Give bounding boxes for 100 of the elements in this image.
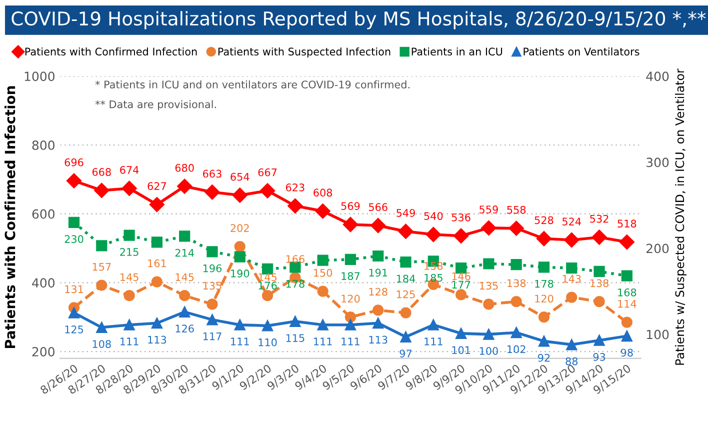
data-label: 146 xyxy=(452,272,470,280)
data-label: 92 xyxy=(538,354,550,362)
data-label: 102 xyxy=(508,345,526,354)
data-label: 145 xyxy=(120,273,138,282)
data-label: 532 xyxy=(590,214,608,223)
data-label: 528 xyxy=(534,216,554,224)
data-label: 558 xyxy=(507,206,526,214)
point xyxy=(151,276,162,288)
y-tick-label: 800 xyxy=(32,140,54,150)
data-label: 549 xyxy=(396,208,415,217)
data-label: 215 xyxy=(120,248,138,256)
data-label: 97 xyxy=(400,350,412,358)
point xyxy=(260,183,276,198)
data-label: 145 xyxy=(258,273,277,282)
data-label: 113 xyxy=(148,336,166,344)
data-label: 540 xyxy=(424,212,443,220)
point xyxy=(594,296,605,308)
point xyxy=(621,270,632,282)
point xyxy=(621,316,632,328)
point xyxy=(96,322,108,333)
y-tick-label: 600 xyxy=(32,209,54,219)
y-tick-label: 1000 xyxy=(24,72,54,82)
legend-label: Patients with Suspected Infection xyxy=(218,47,390,58)
point xyxy=(370,218,386,234)
data-label: 128 xyxy=(369,288,388,296)
point xyxy=(510,327,522,338)
point xyxy=(66,173,82,188)
data-label: 110 xyxy=(258,338,277,346)
point xyxy=(206,314,218,326)
point xyxy=(566,262,578,274)
data-label: 184 xyxy=(396,274,416,283)
point xyxy=(564,232,580,248)
data-label: 569 xyxy=(341,202,360,210)
data-label: 176 xyxy=(258,282,277,290)
data-label: 674 xyxy=(120,166,139,174)
data-label: 663 xyxy=(203,170,222,178)
point xyxy=(538,336,550,347)
point xyxy=(151,236,162,248)
point xyxy=(96,280,108,291)
point xyxy=(204,184,220,200)
data-label: 126 xyxy=(176,324,194,332)
data-label: 120 xyxy=(342,294,360,303)
data-label: 191 xyxy=(369,268,388,277)
point xyxy=(619,234,634,250)
point xyxy=(372,304,384,316)
point xyxy=(149,196,165,212)
data-label: 524 xyxy=(562,218,581,226)
point xyxy=(400,331,412,342)
data-label: 168 xyxy=(618,288,636,296)
point xyxy=(94,182,110,198)
data-label: 113 xyxy=(369,336,388,344)
data-label: 120 xyxy=(535,294,554,303)
point xyxy=(538,262,550,273)
point xyxy=(317,286,328,297)
data-label: 111 xyxy=(231,338,249,346)
point xyxy=(455,289,467,300)
point xyxy=(317,319,328,330)
point xyxy=(566,339,578,350)
point xyxy=(179,290,190,302)
data-label: 125 xyxy=(65,325,84,334)
data-label: 131 xyxy=(65,285,83,294)
point xyxy=(592,230,607,245)
point xyxy=(124,230,135,241)
y2-tick-label: 300 xyxy=(646,158,669,168)
y-tick-label: 400 xyxy=(32,278,54,288)
data-label: 100 xyxy=(480,346,498,355)
point xyxy=(594,334,605,346)
data-label: 138 xyxy=(508,279,526,288)
data-label: 177 xyxy=(452,280,470,288)
data-label: 138 xyxy=(590,279,608,288)
point xyxy=(234,251,246,262)
point xyxy=(124,319,135,330)
point xyxy=(344,254,356,265)
data-label: 88 xyxy=(566,357,578,366)
data-label: 111 xyxy=(314,338,332,346)
point xyxy=(594,266,605,278)
point xyxy=(290,316,301,327)
point xyxy=(621,330,632,342)
data-label: 145 xyxy=(176,273,194,282)
point xyxy=(483,298,494,310)
y-axis-title: Patients with Confirmed Infection xyxy=(4,86,16,348)
point xyxy=(344,312,356,323)
y2-tick-label: 200 xyxy=(646,244,669,254)
data-label: 190 xyxy=(231,270,250,278)
point xyxy=(206,298,218,310)
data-label: 143 xyxy=(562,274,581,283)
point xyxy=(481,220,496,236)
data-label: 566 xyxy=(368,203,388,212)
data-label: 559 xyxy=(480,206,498,214)
point xyxy=(177,178,192,194)
point xyxy=(124,290,135,302)
data-label: 608 xyxy=(314,188,332,197)
point xyxy=(68,307,80,318)
point xyxy=(262,320,274,332)
point xyxy=(508,220,524,236)
data-label: 627 xyxy=(148,182,166,190)
point xyxy=(179,230,190,242)
annotation: ** Data are provisional. xyxy=(95,100,216,110)
point xyxy=(288,198,303,214)
data-label: 135 xyxy=(203,282,222,290)
